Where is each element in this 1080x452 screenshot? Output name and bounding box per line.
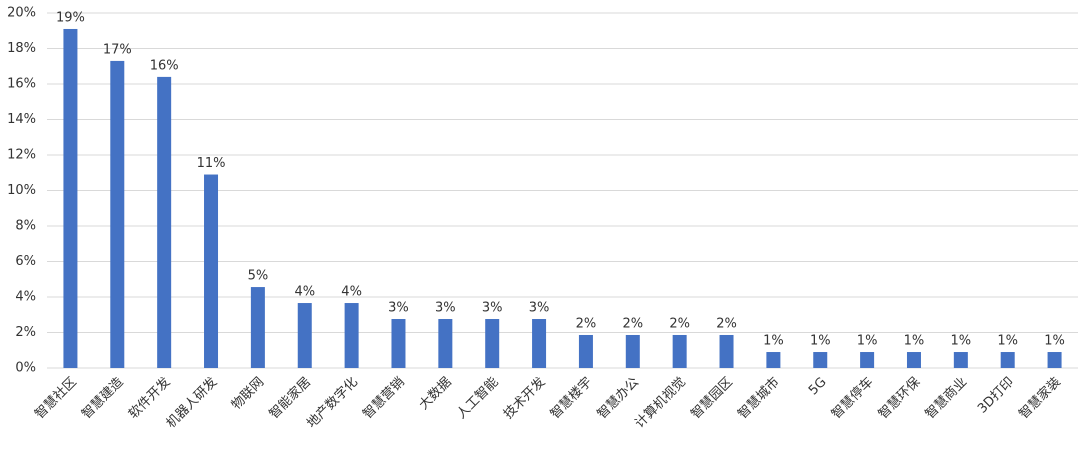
y-tick-label: 6% bbox=[15, 254, 36, 269]
bar bbox=[578, 334, 593, 368]
value-label: 1% bbox=[857, 334, 878, 349]
x-tick-label: 智慧建造 bbox=[79, 374, 127, 422]
value-label: 1% bbox=[951, 334, 972, 349]
x-tick-label: 软件开发 bbox=[125, 374, 173, 422]
x-tick-label: 智慧营销 bbox=[360, 374, 408, 422]
y-tick-label: 18% bbox=[7, 41, 36, 56]
value-label: 5% bbox=[248, 269, 269, 284]
value-label: 3% bbox=[388, 301, 409, 316]
x-tick-label: 智能家居 bbox=[266, 374, 314, 422]
y-tick-label: 14% bbox=[7, 112, 36, 127]
bar bbox=[63, 28, 78, 368]
y-tick-label: 8% bbox=[15, 219, 36, 234]
value-label: 4% bbox=[341, 285, 362, 300]
bar bbox=[250, 287, 265, 368]
x-tick-label: 智慧楼宇 bbox=[547, 374, 595, 422]
bar bbox=[297, 303, 312, 368]
value-label: 4% bbox=[294, 285, 315, 300]
value-label: 3% bbox=[529, 301, 550, 316]
value-label: 17% bbox=[103, 42, 132, 57]
bar bbox=[906, 352, 921, 368]
x-tick-label: 人工智能 bbox=[454, 375, 501, 422]
value-label: 1% bbox=[1044, 334, 1065, 349]
value-label: 3% bbox=[435, 301, 456, 316]
value-label: 1% bbox=[763, 334, 784, 349]
x-tick-label: 物联网 bbox=[229, 375, 267, 413]
value-label: 2% bbox=[716, 316, 737, 331]
x-tick-label: 智慧家装 bbox=[1016, 374, 1064, 422]
y-tick-label: 2% bbox=[15, 325, 36, 340]
x-tick-label: 智慧办公 bbox=[594, 374, 642, 422]
x-tick-label: 智慧环保 bbox=[875, 374, 923, 422]
bar bbox=[766, 352, 781, 368]
bar bbox=[719, 334, 734, 368]
x-tick-label: 技术开发 bbox=[500, 374, 548, 422]
x-tick-label: 5G bbox=[806, 375, 830, 399]
bar bbox=[672, 334, 687, 368]
value-label: 19% bbox=[56, 10, 85, 25]
value-label: 1% bbox=[997, 334, 1018, 349]
value-label: 1% bbox=[810, 334, 831, 349]
bar bbox=[344, 303, 359, 368]
bar bbox=[813, 352, 828, 368]
bar bbox=[860, 352, 875, 368]
value-label: 2% bbox=[669, 316, 690, 331]
value-label: 2% bbox=[622, 316, 643, 331]
y-tick-label: 4% bbox=[15, 290, 36, 305]
bar bbox=[204, 174, 219, 368]
y-tick-label: 0% bbox=[15, 361, 36, 376]
bar bbox=[1000, 352, 1015, 368]
bar bbox=[953, 352, 968, 368]
bar bbox=[1047, 352, 1062, 368]
x-tick-label: 机器人研发 bbox=[163, 374, 220, 431]
x-tick-label: 3D打印 bbox=[975, 375, 1017, 417]
x-tick-label: 智慧社区 bbox=[32, 374, 80, 422]
value-label: 3% bbox=[482, 301, 503, 316]
bar bbox=[438, 319, 453, 368]
y-tick-label: 10% bbox=[7, 183, 36, 198]
y-tick-label: 12% bbox=[7, 148, 36, 163]
bar bbox=[485, 319, 500, 368]
bar bbox=[391, 319, 406, 368]
x-tick-label: 智慧商业 bbox=[922, 374, 970, 422]
x-tick-label: 智慧停车 bbox=[828, 374, 876, 422]
value-label: 11% bbox=[197, 156, 226, 171]
value-label: 2% bbox=[576, 316, 597, 331]
x-tick-label: 智慧城市 bbox=[735, 374, 783, 422]
value-label: 16% bbox=[150, 58, 179, 73]
x-tick-label: 大数据 bbox=[416, 375, 454, 413]
bar bbox=[625, 334, 640, 368]
bar bbox=[110, 60, 125, 369]
y-tick-label: 16% bbox=[7, 77, 36, 92]
value-label: 1% bbox=[904, 334, 925, 349]
x-tick-label: 智慧园区 bbox=[688, 374, 736, 422]
bar bbox=[532, 319, 547, 368]
y-tick-label: 20% bbox=[7, 6, 36, 21]
bar bbox=[157, 76, 172, 369]
x-tick-label: 计算机视觉 bbox=[632, 375, 689, 432]
x-tick-label: 地产数字化 bbox=[304, 375, 361, 432]
